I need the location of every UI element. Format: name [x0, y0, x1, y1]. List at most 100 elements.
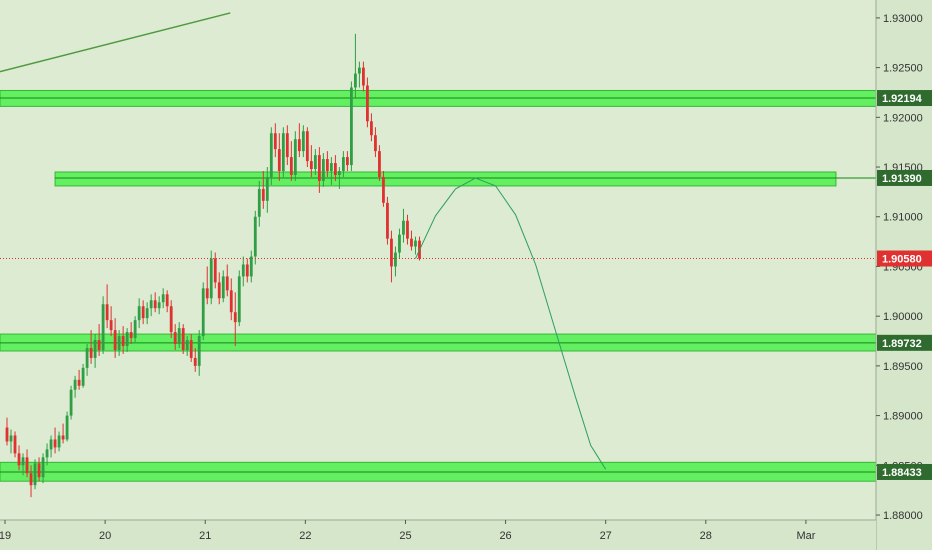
candle-body	[241, 264, 245, 277]
candle	[85, 344, 89, 376]
candle-body	[281, 133, 285, 172]
candle-body	[133, 320, 137, 339]
candle	[73, 375, 77, 398]
candle	[333, 155, 337, 181]
candle-body	[265, 176, 269, 201]
candle	[358, 61, 361, 88]
candle-body	[309, 161, 313, 170]
candle	[81, 363, 85, 388]
candle	[189, 334, 193, 362]
candle-body	[29, 473, 33, 486]
candle-body	[73, 379, 77, 390]
time-tick-label: 21	[199, 530, 211, 542]
candle	[157, 296, 161, 315]
candle	[117, 330, 121, 356]
time-tick-label: 19	[0, 530, 11, 542]
candle-body	[137, 306, 141, 321]
candle-body	[113, 330, 117, 350]
candle	[289, 141, 293, 181]
candle-body	[97, 340, 101, 350]
projection-curve	[415, 177, 607, 470]
level-1-tag-label: 1.91390	[882, 173, 922, 185]
candle	[329, 157, 333, 185]
candle-body	[362, 67, 365, 86]
candle	[374, 127, 377, 158]
price-tick-label: 1.93000	[883, 13, 923, 25]
candle	[205, 266, 209, 305]
candle	[177, 322, 181, 348]
candle-body	[141, 306, 145, 319]
candle	[325, 151, 329, 177]
candle-body	[129, 332, 133, 339]
candle	[398, 228, 401, 259]
zone-1	[54, 171, 837, 187]
candle-body	[117, 336, 121, 350]
candle	[29, 465, 33, 498]
candle-body	[209, 258, 213, 299]
candle-body	[17, 453, 21, 466]
level-3-tag	[877, 463, 932, 480]
candle	[257, 180, 261, 227]
candle	[21, 453, 25, 476]
candle	[53, 427, 57, 454]
trendline	[0, 12, 231, 73]
candle	[317, 147, 321, 193]
candle	[309, 145, 313, 177]
candle-body	[293, 139, 297, 175]
candle-body	[93, 340, 97, 358]
candle-body	[49, 439, 53, 450]
candle-body	[217, 282, 221, 299]
candle	[406, 214, 409, 245]
level-1-tag	[877, 169, 932, 186]
candle-body	[85, 347, 89, 368]
candle	[169, 300, 173, 339]
candle	[149, 294, 153, 317]
candle	[301, 125, 305, 158]
candle-body	[366, 85, 369, 122]
candle	[225, 264, 229, 297]
price-tags: 1.92194 1.91390 1.89732 1.88433 1.90580	[877, 90, 932, 480]
candle-body	[374, 135, 377, 152]
candle	[237, 270, 241, 327]
price-tick-label: 1.88000	[883, 510, 923, 522]
candle	[153, 292, 157, 313]
candle	[285, 125, 289, 166]
candle-body	[402, 220, 405, 235]
candle-body	[345, 157, 349, 166]
candle-body	[37, 463, 41, 478]
time-axis[interactable]: 19 20 21 22 25 26 27 28 Mar	[0, 519, 876, 550]
candle-body	[382, 176, 385, 203]
candle	[382, 171, 385, 207]
candle-body	[65, 415, 69, 440]
candle	[9, 429, 13, 454]
current-price-tag	[877, 250, 932, 267]
candle	[133, 316, 137, 343]
candle-body	[406, 220, 409, 239]
candle	[57, 431, 61, 452]
candle	[321, 153, 325, 187]
candle	[69, 385, 73, 420]
candle	[129, 322, 133, 345]
candle	[101, 296, 105, 354]
price-tick-label: 1.89000	[883, 411, 923, 423]
candle	[269, 127, 273, 185]
candlestick-series	[5, 33, 421, 498]
candle-body	[25, 457, 29, 474]
candle-body	[101, 304, 105, 350]
candle-body	[5, 427, 9, 442]
candle	[273, 123, 277, 158]
candle-body	[370, 121, 373, 136]
level-0-tag-label: 1.92194	[882, 93, 923, 105]
candle	[173, 324, 177, 350]
candle-body	[105, 304, 109, 321]
candle	[229, 278, 233, 321]
candle	[337, 167, 341, 189]
candle-body	[109, 320, 113, 331]
candle-body	[205, 288, 209, 299]
candle	[165, 290, 169, 313]
candle	[213, 252, 217, 289]
candle	[394, 246, 397, 277]
candle	[354, 33, 357, 98]
candle	[125, 328, 129, 352]
